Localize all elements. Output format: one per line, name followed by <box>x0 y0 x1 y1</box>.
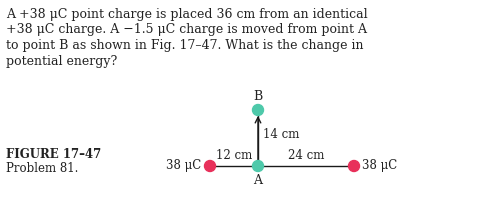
Text: 38 μC: 38 μC <box>363 159 398 173</box>
Circle shape <box>349 161 359 171</box>
Text: 38 μC: 38 μC <box>166 159 201 173</box>
Text: 14 cm: 14 cm <box>263 128 299 142</box>
Text: A: A <box>254 175 262 188</box>
Text: potential energy?: potential energy? <box>6 54 117 68</box>
Circle shape <box>253 105 264 116</box>
Text: to point B as shown in Fig. 17–47. What is the change in: to point B as shown in Fig. 17–47. What … <box>6 39 364 52</box>
Text: A +38 μC point charge is placed 36 cm from an identical: A +38 μC point charge is placed 36 cm fr… <box>6 8 368 21</box>
Text: 12 cm: 12 cm <box>216 149 252 162</box>
Text: Problem 81.: Problem 81. <box>6 163 78 176</box>
Text: B: B <box>254 89 263 103</box>
Text: +38 μC charge. A −1.5 μC charge is moved from point A: +38 μC charge. A −1.5 μC charge is moved… <box>6 23 367 37</box>
Text: 24 cm: 24 cm <box>288 149 324 162</box>
Circle shape <box>253 161 264 171</box>
Circle shape <box>204 161 215 171</box>
Text: FIGURE 17–47: FIGURE 17–47 <box>6 149 101 161</box>
